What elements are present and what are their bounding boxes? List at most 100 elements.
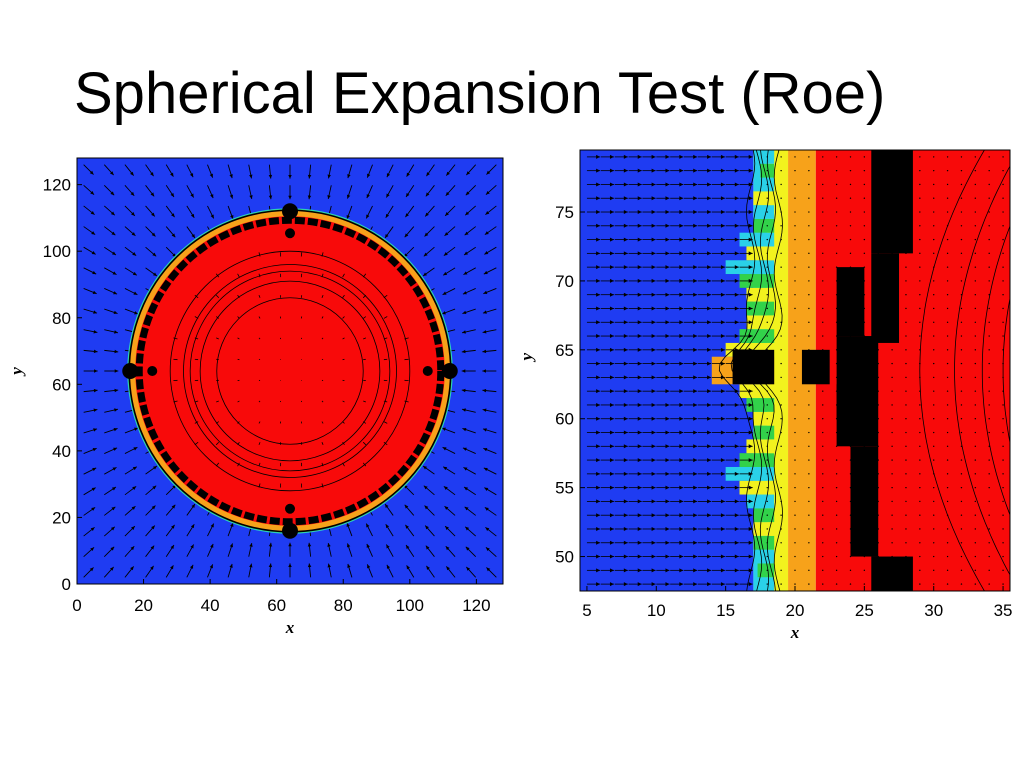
velocity-dot [808, 211, 809, 212]
velocity-dot [947, 294, 948, 295]
velocity-dot [988, 211, 989, 212]
front-cell [753, 191, 774, 205]
velocity-dot [975, 239, 976, 240]
velocity-dot [808, 266, 809, 267]
velocity-dot [878, 308, 879, 309]
x-tick-label: 80 [334, 596, 353, 615]
velocity-dot [975, 515, 976, 516]
velocity-dot [988, 239, 989, 240]
velocity-dot [933, 487, 934, 488]
y-tick-label: 0 [62, 575, 71, 594]
velocity-dot [780, 363, 781, 364]
velocity-dot [891, 528, 892, 529]
shell-node [442, 363, 458, 379]
velocity-dot [808, 404, 809, 405]
velocity-dot [933, 377, 934, 378]
velocity-dot [1002, 473, 1003, 474]
velocity-dot [961, 211, 962, 212]
velocity-dot [905, 446, 906, 447]
velocity-dot [891, 377, 892, 378]
velocity-dot [933, 184, 934, 185]
velocity-dot [975, 473, 976, 474]
velocity-dot [905, 266, 906, 267]
velocity-dot [919, 211, 920, 212]
velocity-dot [767, 239, 768, 240]
left-plot-area [77, 158, 503, 584]
velocity-dot [961, 377, 962, 378]
velocity-dot [850, 280, 851, 281]
velocity-dot [878, 390, 879, 391]
y-axis-label: y [7, 367, 26, 377]
x-tick-label: 60 [267, 596, 286, 615]
velocity-dot [988, 501, 989, 502]
velocity-dot [947, 322, 948, 323]
velocity-dot [864, 583, 865, 584]
velocity-dot [822, 239, 823, 240]
velocity-dot [988, 487, 989, 488]
velocity-dot [1002, 308, 1003, 309]
velocity-dot [891, 349, 892, 350]
x-axis-label: x [790, 623, 800, 642]
velocity-dot [878, 322, 879, 323]
velocity-dot [822, 404, 823, 405]
velocity-dot [850, 446, 851, 447]
velocity-dot [947, 335, 948, 336]
velocity-dot [1002, 322, 1003, 323]
velocity-dot [947, 211, 948, 212]
velocity-dot [808, 570, 809, 571]
velocity-dot [878, 280, 879, 281]
velocity-dot [961, 225, 962, 226]
velocity-dot [933, 349, 934, 350]
velocity-dot [933, 335, 934, 336]
velocity-dot [808, 487, 809, 488]
velocity-dot [1002, 253, 1003, 254]
velocity-dot [794, 266, 795, 267]
velocity-dot [947, 528, 948, 529]
velocity-dot [808, 156, 809, 157]
x-tick-label: 35 [994, 601, 1013, 620]
velocity-dot [947, 349, 948, 350]
velocity-dot [1002, 432, 1003, 433]
y-tick-label: 20 [52, 508, 71, 527]
velocity-dot [780, 294, 781, 295]
velocity-dot [905, 184, 906, 185]
black-cell-block [733, 350, 775, 384]
velocity-dot [933, 446, 934, 447]
velocity-dot [988, 473, 989, 474]
velocity-dot [961, 542, 962, 543]
velocity-dot [1002, 198, 1003, 199]
velocity-dot [780, 390, 781, 391]
velocity-dot [864, 253, 865, 254]
velocity-dot [905, 280, 906, 281]
shell-node [282, 523, 298, 539]
velocity-dot [864, 266, 865, 267]
velocity-dot [822, 446, 823, 447]
black-cell-block [802, 350, 830, 384]
velocity-dot [947, 404, 948, 405]
velocity-dot [767, 583, 768, 584]
velocity-dot [988, 515, 989, 516]
velocity-dot [891, 556, 892, 557]
velocity-dot [988, 266, 989, 267]
velocity-dot [780, 473, 781, 474]
velocity-dot [864, 239, 865, 240]
velocity-dot [878, 225, 879, 226]
velocity-dot [891, 390, 892, 391]
velocity-dot [975, 322, 976, 323]
velocity-dot [808, 170, 809, 171]
velocity-dot [864, 308, 865, 309]
velocity-dot [905, 473, 906, 474]
velocity-dot [794, 198, 795, 199]
velocity-dot [891, 473, 892, 474]
velocity-dot [905, 294, 906, 295]
velocity-dot [836, 487, 837, 488]
velocity-dot [822, 583, 823, 584]
velocity-dot [891, 308, 892, 309]
shell-inner-node [423, 366, 433, 376]
velocity-dot [836, 170, 837, 171]
inner-red-disk [144, 225, 436, 517]
velocity-dot [975, 266, 976, 267]
velocity-dot [919, 528, 920, 529]
